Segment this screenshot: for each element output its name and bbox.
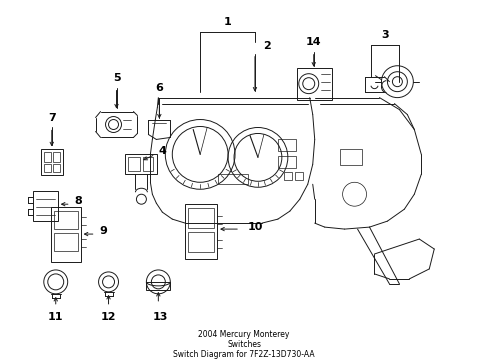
Bar — [54, 211, 78, 229]
Text: 5: 5 — [112, 73, 120, 83]
Bar — [296, 68, 331, 100]
Bar — [188, 232, 214, 252]
Bar — [41, 149, 62, 175]
Bar — [125, 154, 157, 174]
Bar — [33, 191, 58, 221]
Bar — [143, 157, 153, 171]
Text: 2004 Mercury Monterey: 2004 Mercury Monterey — [198, 330, 289, 339]
Bar — [185, 204, 217, 259]
Text: Switch Diagram for 7F2Z-13D730-AA: Switch Diagram for 7F2Z-13D730-AA — [173, 350, 314, 359]
Bar — [294, 172, 302, 180]
Text: Switches: Switches — [226, 340, 261, 349]
Bar — [53, 152, 60, 162]
Bar — [277, 139, 295, 152]
Bar — [44, 152, 51, 162]
Bar — [128, 157, 140, 171]
Text: 2: 2 — [263, 41, 270, 51]
Text: 13: 13 — [152, 312, 168, 322]
Text: 4: 4 — [158, 147, 166, 156]
Bar — [146, 282, 170, 290]
Text: 10: 10 — [247, 222, 262, 232]
Bar — [283, 172, 291, 180]
Text: 6: 6 — [155, 83, 163, 93]
Bar — [277, 156, 295, 168]
Bar — [54, 233, 78, 251]
Bar — [218, 174, 247, 184]
Bar — [53, 165, 60, 172]
Text: 9: 9 — [100, 226, 107, 236]
Text: 1: 1 — [223, 17, 230, 27]
Bar — [44, 165, 51, 172]
Bar — [188, 208, 214, 228]
Bar — [339, 149, 361, 165]
Text: 12: 12 — [101, 312, 116, 322]
Text: 11: 11 — [48, 312, 63, 322]
Text: 14: 14 — [305, 37, 321, 47]
Bar — [51, 207, 81, 262]
Text: 8: 8 — [75, 196, 82, 206]
Text: 7: 7 — [48, 113, 56, 122]
Text: 3: 3 — [381, 30, 388, 40]
